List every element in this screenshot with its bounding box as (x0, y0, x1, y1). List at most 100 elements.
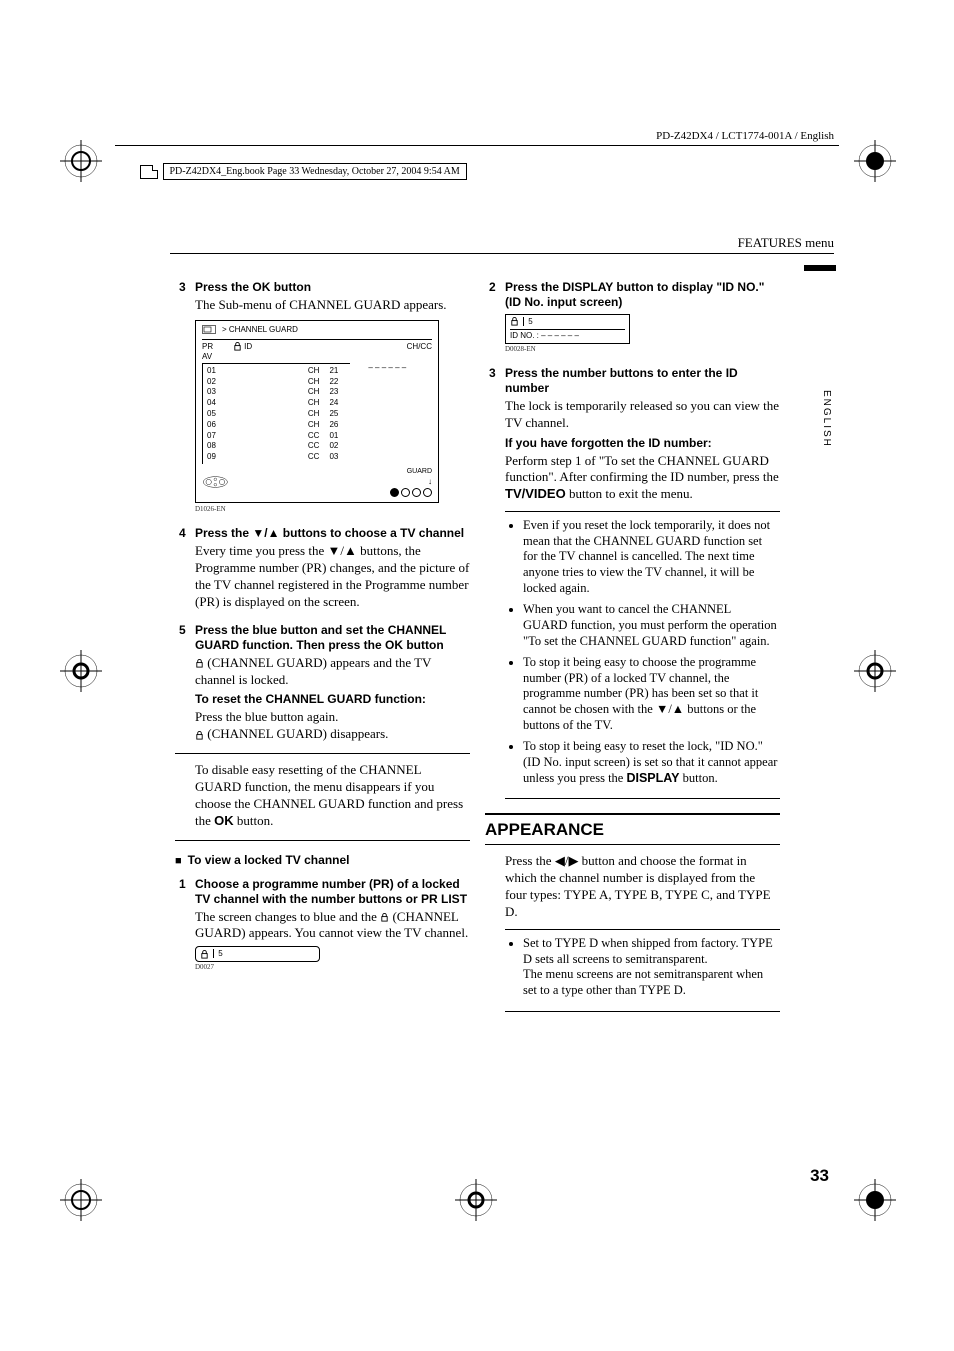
page-number: 33 (810, 1166, 829, 1186)
note-item: When you want to cancel the CHANNEL GUAR… (523, 602, 778, 649)
crop-mark-icon (854, 140, 896, 182)
lock-icon (195, 726, 204, 741)
col-head: PR (202, 342, 213, 351)
text: To disable easy resetting of the CHANNEL… (195, 762, 470, 830)
sub-heading: To reset the CHANNEL GUARD function: (195, 692, 470, 707)
text: Press the (505, 280, 562, 294)
note-item: Even if you reset the lock temporarily, … (523, 518, 778, 596)
lock-icon (380, 909, 389, 924)
appearance-heading: APPEARANCE (485, 813, 780, 845)
lock-icon (510, 317, 519, 326)
step-5: 5 Press the blue button and set the CHAN… (195, 623, 470, 841)
step-body: Every time you press the ▼/▲ buttons, th… (195, 543, 470, 611)
step-number: 4 (179, 526, 186, 541)
step-heading: Choose a programme number (PR) of a lock… (195, 877, 470, 907)
text: (CHANNEL GUARD) disappears. (195, 726, 470, 743)
subsection-title: To view a locked TV channel (175, 853, 470, 869)
osd-channel-guard: > CHANNEL GUARD PRAV ID CH/CC 01CH2102CH… (195, 320, 439, 503)
note-item: Set to TYPE D when shipped from factory.… (523, 936, 778, 999)
display-label: DISPLAY (562, 280, 613, 294)
text: Perform step 1 of "To set the CHANNEL GU… (505, 453, 779, 485)
col-head: AV (202, 352, 212, 361)
ok-label: OK (214, 813, 234, 828)
remote-icon (202, 474, 242, 494)
text: button to exit the menu. (566, 486, 693, 501)
osd-idno-line: ID NO. : – – – – – – (510, 329, 625, 341)
figure-ref: D1026-EN (195, 505, 470, 514)
osd-value: 5 (213, 949, 222, 958)
section-title: FEATURES menu (738, 235, 834, 251)
view-step-1: 1 Choose a programme number (PR) of a lo… (195, 877, 470, 973)
note-box: Set to TYPE D when shipped from factory.… (505, 929, 780, 1012)
text: button. (234, 813, 274, 828)
step-body: The screen changes to blue and the (CHAN… (195, 909, 470, 943)
note-box: Even if you reset the lock temporarily, … (505, 511, 780, 799)
lock-icon (200, 949, 209, 958)
section-rule (170, 253, 834, 254)
step-body: (CHANNEL GUARD) appears and the TV chann… (195, 655, 470, 689)
note-item: To stop it being easy to reset the lock,… (523, 739, 778, 786)
step-body: The Sub-menu of CHANNEL GUARD appears. (195, 297, 470, 314)
step-number: 2 (489, 280, 496, 295)
r-step-2: 2 Press the DISPLAY button to display "I… (505, 280, 780, 354)
step-number: 5 (179, 623, 186, 638)
display-label: DISPLAY (626, 771, 679, 785)
text: (CHANNEL GUARD) disappears. (204, 726, 388, 741)
figure-ref: D0027 (195, 963, 470, 972)
crop-mark-icon (854, 650, 896, 692)
col-head: CH/CC (407, 342, 432, 362)
guard-label: GUARD (407, 468, 432, 475)
text: Choose a programme number (PR) of a lock… (195, 877, 460, 906)
vertical-language-label: ENGLISH (821, 390, 832, 448)
col-head: ID (244, 342, 252, 352)
text: Press the blue button again. (195, 709, 470, 726)
step-number: 3 (179, 280, 186, 295)
ok-label: OK (385, 638, 403, 652)
right-column: 2 Press the DISPLAY button to display "I… (505, 280, 780, 1012)
tv-icon (202, 325, 216, 337)
step-heading: Press the OK button (195, 280, 470, 295)
text: button (270, 280, 311, 294)
step-heading: Press the DISPLAY button to display "ID … (505, 280, 780, 310)
step-4: 4 Press the ▼/▲ buttons to choose a TV c… (195, 526, 470, 611)
crop-mark-icon (455, 1179, 497, 1221)
r-step-3: 3 Press the number buttons to enter the … (505, 366, 780, 799)
step-3: 3 Press the OK button The Sub-menu of CH… (195, 280, 470, 514)
appearance-body: Press the ◀/▶ button and choose the form… (505, 853, 780, 921)
text: button (403, 638, 444, 652)
text: (CHANNEL GUARD) appears and the TV chann… (195, 655, 431, 687)
osd-mini: 5 (195, 946, 320, 962)
note-item: To stop it being easy to choose the prog… (523, 655, 778, 733)
text: Press the (195, 280, 252, 294)
book-meta-text: PD-Z42DX4_Eng.book Page 33 Wednesday, Oc… (163, 163, 467, 180)
step-number: 3 (489, 366, 496, 381)
ok-label: OK (252, 280, 270, 294)
book-meta: PD-Z42DX4_Eng.book Page 33 Wednesday, Oc… (140, 163, 467, 180)
prlist-label: PR LIST (421, 892, 467, 906)
step-number: 1 (179, 877, 186, 892)
step-heading: Press the number buttons to enter the ID… (505, 366, 780, 396)
step-body: The lock is temporarily released so you … (505, 398, 780, 432)
lock-icon (233, 342, 242, 352)
text: Perform step 1 of "To set the CHANNEL GU… (505, 453, 780, 504)
osd-idno: 5 ID NO. : – – – – – – (505, 314, 630, 344)
lock-icon (195, 655, 204, 670)
step-heading: Press the blue button and set the CHANNE… (195, 623, 470, 653)
divider (175, 753, 470, 754)
color-dots-icon (388, 492, 432, 499)
osd-table: 01CH2102CH2203CH2304CH2405CH2506CH2607CC… (205, 365, 348, 464)
header-model: PD-Z42DX4 / LCT1774-001A / English (656, 130, 834, 142)
osd-title: > CHANNEL GUARD (222, 325, 298, 335)
figure-ref: D0028-EN (505, 345, 780, 354)
header-rule (115, 145, 839, 146)
tvvideo-label: TV/VIDEO (505, 486, 566, 501)
osd-value: 5 (523, 317, 532, 326)
crop-mark-icon (854, 1179, 896, 1221)
tab-marker (804, 265, 836, 271)
crop-mark-icon (60, 140, 102, 182)
text: button. (680, 771, 718, 785)
left-column: 3 Press the OK button The Sub-menu of CH… (195, 280, 470, 984)
divider (175, 840, 470, 841)
crop-mark-icon (60, 650, 102, 692)
step-heading: Press the ▼/▲ buttons to choose a TV cha… (195, 526, 470, 541)
